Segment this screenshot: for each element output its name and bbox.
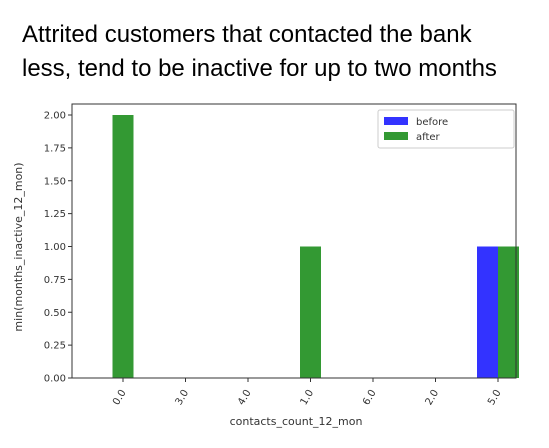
y-axis-label: min(months_inactive_12_mon) — [12, 162, 25, 331]
legend-swatch — [384, 132, 408, 140]
x-axis-label: contacts_count_12_mon — [230, 415, 363, 428]
legend: before after — [378, 110, 514, 148]
y-tick-label: 0.00 — [44, 374, 66, 385]
x-tick-label: 2.0 — [424, 388, 441, 407]
x-tick-label: 4.0 — [236, 388, 253, 407]
bar-after — [113, 115, 134, 378]
bars-group — [113, 115, 520, 378]
legend-label: after — [416, 132, 441, 143]
y-tick-label: 1.75 — [44, 143, 66, 154]
legend-swatch — [384, 117, 408, 125]
legend-box — [378, 110, 514, 148]
bar-before — [477, 247, 498, 379]
x-tick-label: 0.0 — [111, 388, 128, 407]
y-tick-label: 0.75 — [44, 275, 66, 286]
x-tick-label: 1.0 — [299, 388, 316, 407]
y-tick-label: 1.00 — [44, 242, 66, 253]
x-tick-label: 5.0 — [486, 388, 503, 407]
x-tick-label: 3.0 — [174, 388, 191, 407]
y-tick-label: 0.50 — [44, 308, 66, 319]
y-tick-label: 1.50 — [44, 176, 66, 187]
x-tick-label: 6.0 — [361, 388, 378, 407]
legend-label: before — [416, 117, 448, 128]
y-tick-label: 0.25 — [44, 341, 66, 352]
y-tick-label: 1.25 — [44, 209, 66, 220]
y-axis-ticks: 0.00 0.25 0.50 0.75 1.00 1.25 1.50 1.75 2.00 — [44, 111, 72, 385]
x-axis-ticks: 0.0 3.0 4.0 1.0 6.0 2.0 5.0 — [111, 378, 503, 407]
y-tick-label: 2.00 — [44, 111, 66, 122]
bar-after — [300, 247, 321, 379]
